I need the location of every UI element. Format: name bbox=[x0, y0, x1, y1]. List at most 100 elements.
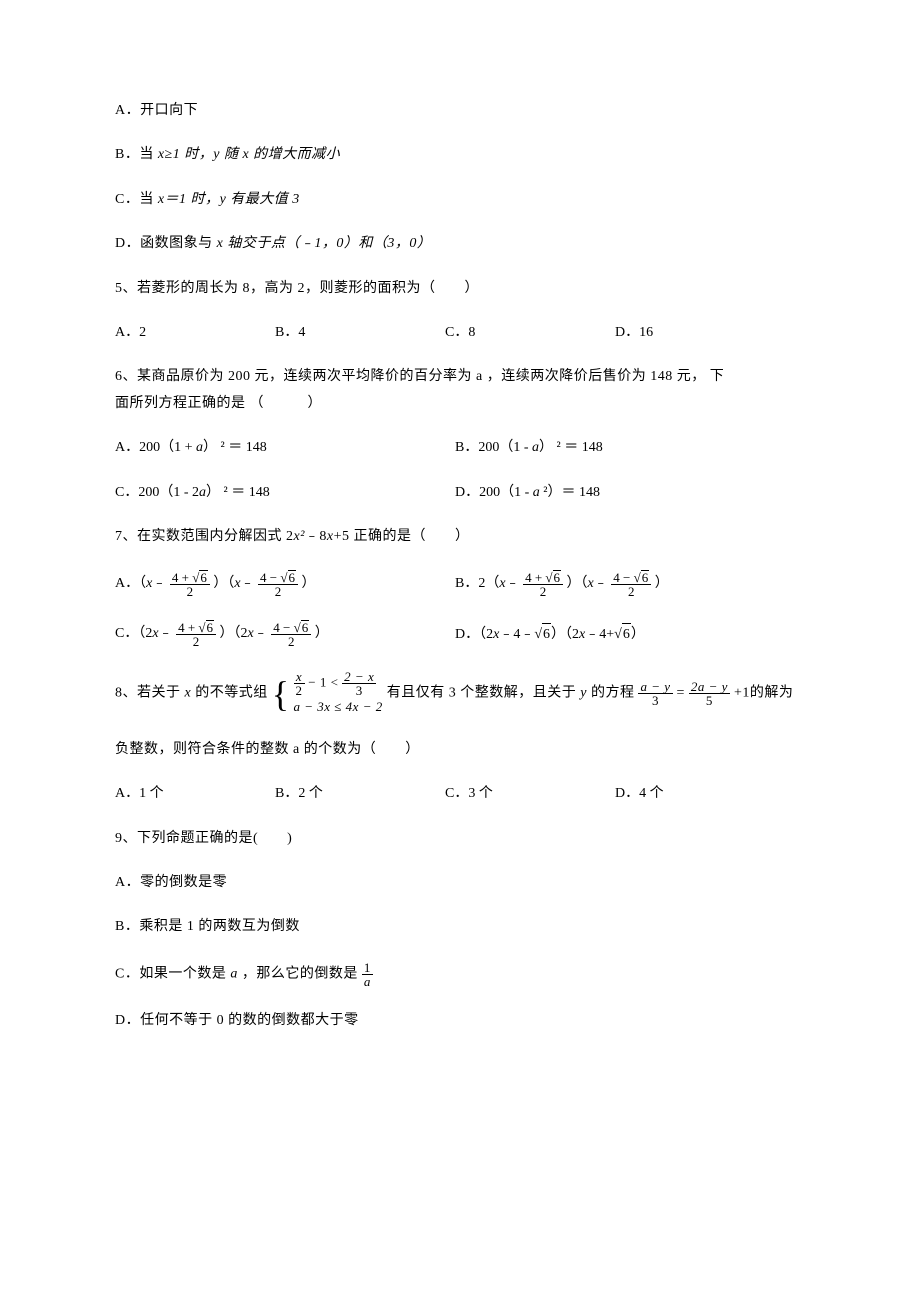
text: ） bbox=[315, 627, 329, 642]
fraction: 4 + √6 2 bbox=[523, 570, 563, 598]
text: +5 正确的是（ ） bbox=[334, 529, 470, 544]
text: C．当 bbox=[115, 192, 158, 207]
numerator: 4 − √6 bbox=[258, 570, 298, 585]
text: − 1 < bbox=[308, 675, 342, 690]
label: A．（ bbox=[115, 577, 146, 592]
text: ）（ bbox=[567, 577, 588, 592]
denominator: 2 bbox=[258, 585, 298, 598]
q6-opt-a: A．200（1 + a） ² ＝ 148 bbox=[115, 437, 455, 459]
denominator: 2 bbox=[523, 585, 563, 598]
q7-opt-b: B．2（x﹣ 4 + √6 2 ）（x﹣ 4 − √6 2 ） bbox=[455, 570, 805, 598]
text: B．当 bbox=[115, 147, 158, 162]
q5-opt-b: B．4 bbox=[275, 322, 445, 344]
text: ，那么它的倒数是 bbox=[238, 966, 358, 981]
numerator: 4 + √6 bbox=[523, 570, 563, 585]
text: ） bbox=[302, 577, 316, 592]
denominator: 3 bbox=[638, 694, 672, 707]
fraction: 2 − x 3 bbox=[342, 670, 376, 697]
text: B．200（1 - bbox=[455, 440, 532, 455]
text: ） ² ＝ 148 bbox=[206, 485, 270, 500]
q7-opt-c: C．（2x﹣ 4 + √6 2 ）（2x﹣ 4 − √6 2 ） bbox=[115, 620, 455, 648]
numerator: 2a − y bbox=[689, 680, 730, 694]
q9-opt-b: B．乘积是 1 的两数互为倒数 bbox=[115, 916, 805, 938]
pre-option-a: A．开口向下 bbox=[115, 100, 805, 122]
q7-row1: A．（x﹣ 4 + √6 2 ）（x﹣ 4 − √6 2 ） B．2（x﹣ 4 … bbox=[115, 570, 805, 598]
q8-opt-c: C．3 个 bbox=[445, 783, 615, 805]
text: ﹣ bbox=[152, 577, 166, 592]
text: 7、在实数范围内分解因式 2 bbox=[115, 529, 294, 544]
text: 的不等式组 bbox=[191, 686, 268, 701]
q9-opt-a: A．零的倒数是零 bbox=[115, 872, 805, 894]
text: ） bbox=[655, 577, 669, 592]
q6-row2: C．200（1 - 2a） ² ＝ 148 D．200（1 - a ²）＝ 14… bbox=[115, 482, 805, 504]
exam-page: A．开口向下 B．当 x≥1 时，y 随 x 的增大而减小 C．当 x＝1 时，… bbox=[0, 0, 920, 1302]
q6-opt-b: B．200（1 - a） ² ＝ 148 bbox=[455, 437, 805, 459]
label: D．（2 bbox=[455, 627, 493, 642]
text: 有且仅有 3 个整数解，且关于 bbox=[387, 686, 581, 701]
q5-opt-c: C．8 bbox=[445, 322, 615, 344]
q7-stem: 7、在实数范围内分解因式 2x²﹣8x+5 正确的是（ ） bbox=[115, 526, 805, 548]
numerator: a − y bbox=[638, 680, 672, 694]
denominator: 2 bbox=[271, 635, 311, 648]
denominator: 2 bbox=[611, 585, 651, 598]
system: x 2 − 1 < 2 − x 3 a − 3x ≤ 4x − 2 bbox=[294, 670, 383, 717]
q7-opt-d: D．（2x﹣4﹣√6）（2x﹣4+√6） bbox=[455, 623, 805, 646]
numerator: 4 + √6 bbox=[170, 570, 210, 585]
denominator: 2 bbox=[170, 585, 210, 598]
equals: = bbox=[677, 686, 685, 701]
text: ）（ bbox=[213, 577, 234, 592]
pre-option-b: B．当 x≥1 时，y 随 x 的增大而减小 bbox=[115, 144, 805, 166]
pre-option-d: D．函数图象与 x 轴交于点（﹣1，0）和（3，0） bbox=[115, 233, 805, 255]
sys-row2: a − 3x ≤ 4x − 2 bbox=[294, 697, 383, 717]
text: ） ² ＝ 148 bbox=[203, 440, 267, 455]
text: ﹣4﹣ bbox=[499, 627, 534, 642]
fraction: a − y 3 bbox=[638, 680, 672, 707]
text: x bbox=[327, 529, 334, 544]
brace-icon: { bbox=[272, 676, 290, 712]
text: x≥1 时， bbox=[158, 147, 213, 162]
q5-opt-a: A．2 bbox=[115, 322, 275, 344]
text: 8、若关于 bbox=[115, 686, 185, 701]
fraction: 4 − √6 2 bbox=[258, 570, 298, 598]
sys-row1: x 2 − 1 < 2 − x 3 bbox=[294, 670, 383, 697]
var: a bbox=[196, 440, 203, 455]
text: ﹣ bbox=[254, 627, 268, 642]
text: y 随 x 的增大而减小 bbox=[213, 147, 340, 162]
text: ﹣4+ bbox=[585, 627, 614, 642]
q9-stem: 9、下列命题正确的是( ) bbox=[115, 828, 805, 850]
text: D．函数图象与 bbox=[115, 236, 217, 251]
text: D．200（1 - bbox=[455, 485, 533, 500]
sqrt: √6 bbox=[614, 627, 631, 642]
text: x² bbox=[294, 529, 305, 544]
numerator: 2 − x bbox=[342, 670, 376, 684]
label: C．（2 bbox=[115, 627, 152, 642]
text: ） bbox=[631, 627, 645, 642]
numerator: 1 bbox=[362, 961, 373, 975]
q7-opt-a: A．（x﹣ 4 + √6 2 ）（x﹣ 4 − √6 2 ） bbox=[115, 570, 455, 598]
q5-options: A．2 B．4 C．8 D．16 bbox=[115, 322, 805, 344]
text: ﹣ bbox=[241, 577, 255, 592]
var: a bbox=[533, 485, 540, 500]
var: a bbox=[230, 966, 238, 981]
text: C．如果一个数是 bbox=[115, 966, 230, 981]
numerator: 4 − √6 bbox=[611, 570, 651, 585]
q6-opt-d: D．200（1 - a ²）＝ 148 bbox=[455, 482, 805, 504]
text: ²）＝ 148 bbox=[540, 485, 600, 500]
text: y 有最大值 3 bbox=[220, 192, 300, 207]
text: ﹣ bbox=[506, 577, 520, 592]
text: C．200（1 - 2 bbox=[115, 485, 199, 500]
denominator: 5 bbox=[689, 694, 730, 707]
fraction: 4 − √6 2 bbox=[271, 620, 311, 648]
numerator: 4 − √6 bbox=[271, 620, 311, 635]
fraction: 4 − √6 2 bbox=[611, 570, 651, 598]
pre-option-c: C．当 x＝1 时，y 有最大值 3 bbox=[115, 189, 805, 211]
var: y bbox=[580, 686, 587, 701]
q9-opt-c: C．如果一个数是 a ，那么它的倒数是 1 a bbox=[115, 961, 805, 988]
text: x 轴交于点（﹣1，0）和（3，0） bbox=[217, 236, 432, 251]
q6-row1: A．200（1 + a） ² ＝ 148 B．200（1 - a） ² ＝ 14… bbox=[115, 437, 805, 459]
fraction: 1 a bbox=[362, 961, 373, 988]
q5-stem: 5、若菱形的周长为 8，高为 2，则菱形的面积为（ ） bbox=[115, 278, 805, 300]
q6-opt-c: C．200（1 - 2a） ² ＝ 148 bbox=[115, 482, 455, 504]
numerator: x bbox=[294, 670, 305, 684]
fraction: 2a − y 5 bbox=[689, 680, 730, 707]
